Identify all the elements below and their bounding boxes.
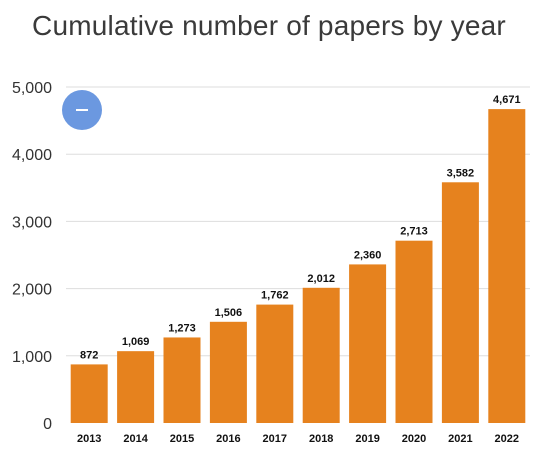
chart-title: Cumulative number of papers by year bbox=[32, 10, 506, 41]
x-axis: 2013 2014 2015 2016 2017 2018 2019 2020 2021 2022 bbox=[77, 433, 519, 445]
bar-2020[interactable] bbox=[395, 240, 433, 423]
data-label: 2,360 bbox=[354, 249, 382, 261]
y-tick-label: 1,000 bbox=[12, 349, 52, 366]
x-tick-label: 2015 bbox=[170, 433, 194, 445]
y-tick-label: 0 bbox=[43, 416, 52, 433]
data-label: 1,506 bbox=[215, 307, 243, 319]
bar-2015[interactable] bbox=[163, 337, 201, 423]
data-labels: 872 1,069 1,273 1,506 1,762 2,012 2,360 2,713 3,… bbox=[80, 94, 521, 361]
minus-icon bbox=[76, 109, 88, 111]
x-tick-label: 2021 bbox=[448, 433, 472, 445]
bar-2013[interactable] bbox=[70, 364, 108, 423]
data-label: 872 bbox=[80, 349, 98, 361]
bar-2019[interactable] bbox=[349, 264, 387, 423]
y-tick-label: 3,000 bbox=[12, 214, 52, 231]
y-tick-label: 4,000 bbox=[12, 147, 52, 164]
bars bbox=[70, 109, 526, 424]
data-label: 1,762 bbox=[261, 290, 289, 302]
y-tick-label: 5,000 bbox=[12, 80, 52, 97]
x-tick-label: 2019 bbox=[355, 433, 379, 445]
bar-2018[interactable] bbox=[302, 287, 340, 423]
x-tick-label: 2017 bbox=[263, 433, 287, 445]
bar-2016[interactable] bbox=[209, 321, 247, 423]
x-tick-label: 2014 bbox=[123, 433, 148, 445]
data-label: 3,582 bbox=[447, 167, 475, 179]
data-label: 2,012 bbox=[307, 273, 335, 285]
x-tick-label: 2022 bbox=[495, 433, 519, 445]
data-label: 1,069 bbox=[122, 336, 150, 348]
bar-2022[interactable] bbox=[488, 109, 526, 424]
x-tick-label: 2020 bbox=[402, 433, 426, 445]
zoom-out-button[interactable] bbox=[62, 90, 102, 130]
bar-2021[interactable] bbox=[441, 182, 479, 423]
x-tick-label: 2013 bbox=[77, 433, 101, 445]
data-label: 2,713 bbox=[400, 226, 428, 238]
x-tick-label: 2018 bbox=[309, 433, 333, 445]
y-axis: 0 1,000 2,000 3,000 4,000 5,000 bbox=[12, 80, 52, 433]
bar-2014[interactable] bbox=[117, 351, 155, 423]
y-tick-label: 2,000 bbox=[12, 282, 52, 299]
bar-2017[interactable] bbox=[256, 304, 294, 423]
x-tick-label: 2016 bbox=[216, 433, 240, 445]
data-label: 1,273 bbox=[168, 322, 196, 334]
data-label: 4,671 bbox=[493, 94, 521, 106]
